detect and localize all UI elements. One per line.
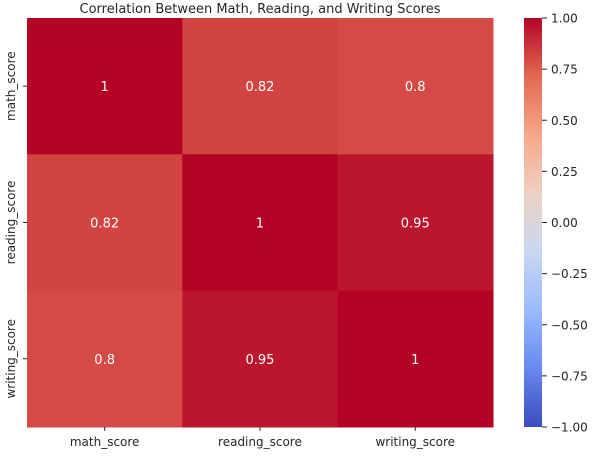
cell-value-label: 0.95: [245, 353, 274, 368]
colorbar-tick-label: −0.25: [551, 267, 588, 281]
colorbar: −1.00 −0.75 −0.50 −0.25 0.00 0.25 0.50 0.75 1.00: [524, 12, 588, 435]
heatmap-cell-labels: 1 0.82 0.8 0.82 1 0.95 0.8 0.95 1: [90, 80, 430, 368]
heatmap-cells: [27, 18, 494, 428]
y-tick-label: writing_score: [4, 319, 18, 399]
colorbar-tick-label: 1.00: [551, 12, 578, 26]
heatmap-cell: [27, 290, 183, 428]
cell-value-label: 0.82: [245, 80, 274, 95]
colorbar-tick-label: 0.00: [551, 216, 578, 230]
heatmap-cell: [182, 18, 339, 155]
cell-value-label: 1: [256, 216, 264, 231]
y-tick-label: reading_score: [4, 181, 18, 265]
colorbar-tick-label: −0.50: [551, 318, 588, 332]
y-axis-tick-labels: math_score reading_score writing_score: [4, 51, 27, 399]
colorbar-tick-label: 0.75: [551, 63, 578, 77]
colorbar-tick-label: 0.50: [551, 114, 578, 128]
heatmap-cell: [337, 290, 494, 428]
cell-value-label: 0.95: [401, 216, 430, 231]
heatmap-cell: [337, 154, 494, 292]
cell-value-label: 1: [101, 80, 109, 95]
x-axis-tick-labels: math_score reading_score writing_score: [70, 426, 455, 449]
y-tick-label: math_score: [4, 51, 18, 121]
x-tick-label: reading_score: [218, 435, 302, 449]
heatmap-cell: [182, 154, 339, 292]
colorbar-tick-label: −0.75: [551, 369, 588, 383]
heatmap-cell: [27, 18, 183, 155]
cell-value-label: 0.8: [94, 353, 115, 368]
heatmap-cell: [337, 18, 494, 155]
x-tick-label: writing_score: [375, 435, 455, 449]
x-tick-label: math_score: [70, 435, 140, 449]
heatmap-cell: [182, 290, 339, 428]
chart-title: Correlation Between Math, Reading, and W…: [80, 2, 441, 17]
cell-value-label: 0.8: [405, 80, 426, 95]
colorbar-gradient: [524, 18, 542, 427]
heatmap-cell: [27, 154, 183, 292]
colorbar-tick-label: 0.25: [551, 165, 578, 179]
colorbar-tick-label: −1.00: [551, 421, 588, 435]
cell-value-label: 0.82: [90, 216, 119, 231]
colorbar-ticks: −1.00 −0.75 −0.50 −0.25 0.00 0.25 0.50 0.75 1.00: [542, 12, 588, 435]
cell-value-label: 1: [411, 353, 419, 368]
